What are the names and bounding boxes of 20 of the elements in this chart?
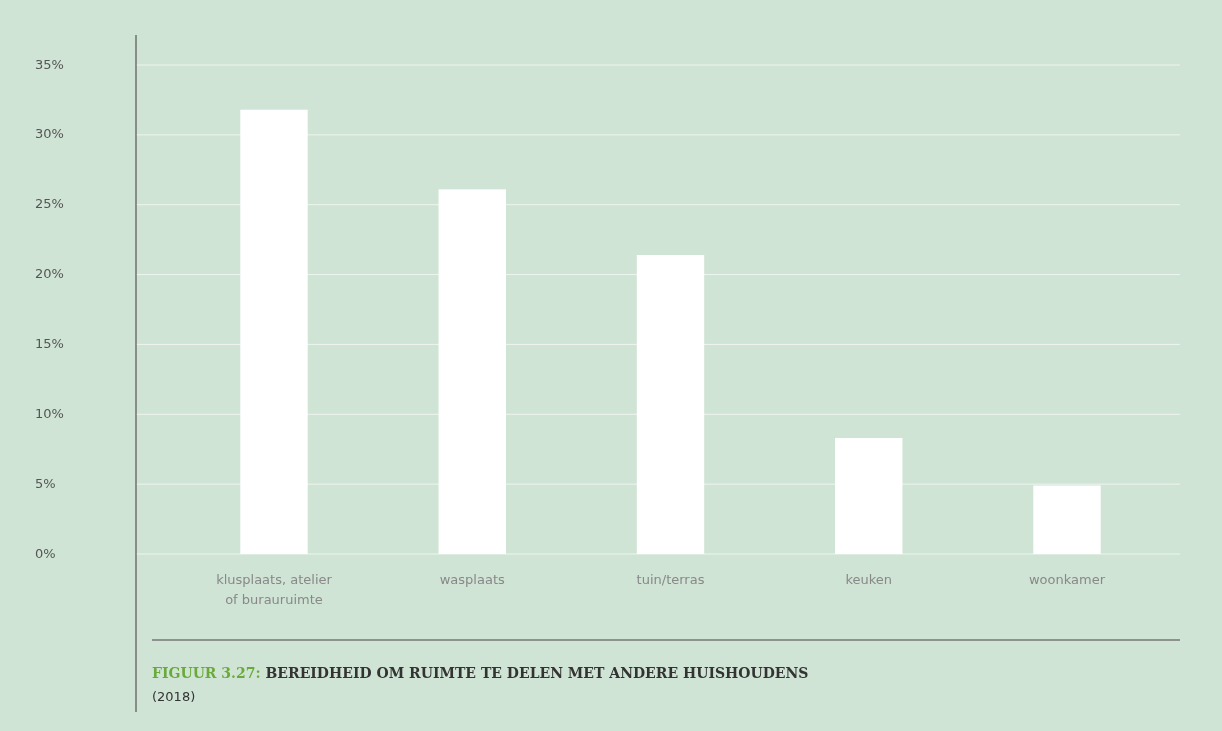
x-tick-label: tuin/terras: [636, 572, 705, 587]
y-tick-label: 30%: [35, 126, 64, 142]
y-tick-label: 25%: [35, 196, 64, 212]
y-tick-label: 5%: [35, 475, 56, 491]
y-tick-label: 20%: [35, 266, 64, 282]
x-tick-label: klusplaats, atelier of burauruimte: [216, 572, 333, 607]
bar: [636, 255, 705, 554]
y-tick-label: 0%: [35, 545, 56, 561]
bar: [438, 189, 506, 554]
bar: [835, 438, 903, 554]
text: (2018): [152, 689, 196, 704]
x-tick-label: keuken: [845, 572, 893, 587]
x-tick-label: woonkamer: [1028, 572, 1106, 587]
x-tick-label: wasplaats: [439, 572, 505, 587]
bar: [240, 109, 308, 554]
bar: [1033, 485, 1101, 554]
text: FIGUUR 3.27: BEREIDHEID OM RUIMTE TE DELEN MET ANDERE HUISHOUDENS: [152, 665, 809, 681]
y-tick-label: 10%: [35, 405, 64, 421]
y-tick-label: 35%: [35, 56, 64, 72]
y-tick-label: 15%: [35, 335, 64, 351]
